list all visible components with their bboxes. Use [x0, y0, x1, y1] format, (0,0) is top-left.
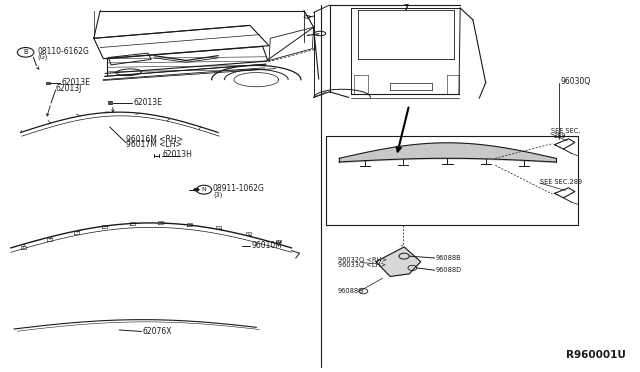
Text: 96010M: 96010M: [251, 241, 282, 250]
Text: 289: 289: [554, 133, 566, 139]
Text: (G): (G): [38, 54, 48, 60]
Text: 96088D: 96088D: [436, 267, 462, 273]
Bar: [46, 81, 50, 84]
Text: 96017M <LH>: 96017M <LH>: [125, 140, 181, 149]
Text: B: B: [23, 49, 28, 55]
Circle shape: [193, 188, 200, 192]
Bar: [326, 136, 578, 225]
Text: 62013H: 62013H: [163, 150, 193, 159]
Text: 96033Q <LH>: 96033Q <LH>: [338, 262, 386, 268]
Bar: [108, 102, 112, 104]
Text: 62013J: 62013J: [56, 84, 82, 93]
Text: 96016M <RH>: 96016M <RH>: [125, 135, 182, 144]
Text: 96030Q: 96030Q: [561, 77, 591, 86]
Text: 62076X: 62076X: [143, 327, 172, 336]
Text: 96088G: 96088G: [338, 288, 364, 294]
Polygon shape: [376, 247, 420, 276]
Text: 96088B: 96088B: [436, 255, 461, 261]
Text: 62013E: 62013E: [133, 98, 162, 107]
Text: SEE SEC.: SEE SEC.: [550, 128, 580, 134]
Text: 62013E: 62013E: [61, 78, 90, 87]
Text: N: N: [202, 187, 207, 192]
Text: 96032Q <RH>: 96032Q <RH>: [338, 257, 387, 263]
Text: 08110-6162G: 08110-6162G: [38, 47, 90, 56]
Text: SEE SEC.289: SEE SEC.289: [540, 179, 582, 185]
Text: R960001U: R960001U: [566, 350, 626, 359]
Text: (3): (3): [213, 191, 222, 198]
Text: 08911-1062G: 08911-1062G: [213, 185, 265, 193]
